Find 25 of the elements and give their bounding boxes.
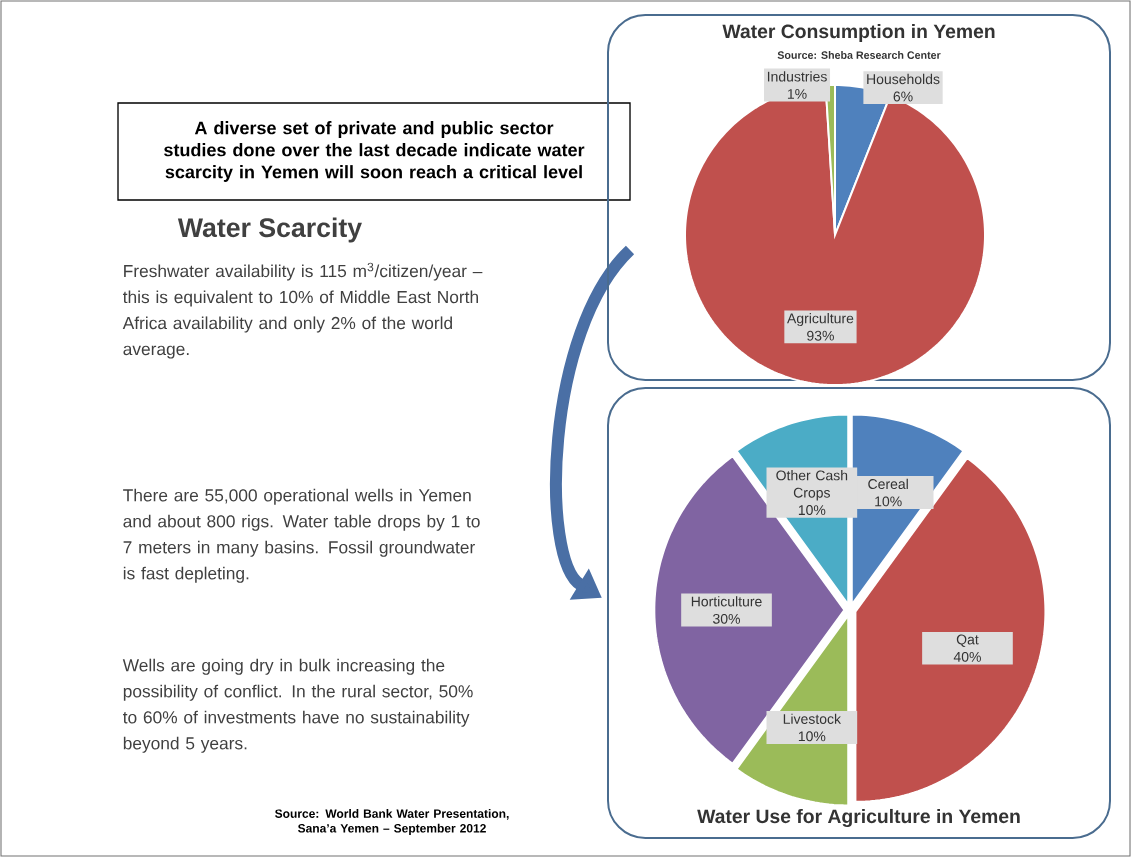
data-label: 10% <box>875 496 902 507</box>
slice-label: Households <box>867 73 940 85</box>
slice-label: Cereal <box>868 478 908 490</box>
data-label: 93% <box>807 330 834 341</box>
slice-label: Livestock <box>783 713 842 724</box>
text: Water Use for Agriculture in Yemen <box>697 808 1020 828</box>
text: Water Scarcity <box>177 217 362 243</box>
data-label: 10% <box>798 505 826 516</box>
source-note: Source: World Bank Water Presentation, Sana’a Yemen – September 2012 <box>275 809 509 835</box>
slice-label: Industries <box>767 71 827 82</box>
data-label: 30% <box>713 613 741 624</box>
data-label: 40% <box>953 651 981 662</box>
slice-label: Other Cash Crops <box>776 470 848 501</box>
data-label: 6% <box>893 91 913 102</box>
slice-label: Horticulture <box>691 596 762 607</box>
chart-title: Water Consumption in Yemen <box>722 23 995 42</box>
text: There are 55,000 operational wells in Yemen and about 800 rigs. Water table drops by 1 to 7 meters in many basins. Fossil groundwater is fast depleting. <box>123 488 480 583</box>
slice-label: Agriculture <box>787 313 854 327</box>
chart-subtitle: Source: Sheba Research Center <box>777 51 941 59</box>
text: Freshwater availability is 115 m$^{3}$/citizen/year – this is equivalent to 10% of Middle East North Africa availability and only 2% of the world average. <box>122 262 483 359</box>
slice-label: Qat <box>956 634 979 647</box>
text: Wells are going dry in bulk increasing the possibility of conflict. In the rural sector, 50% to 60% of investments have no sustainability beyond 5 years. <box>122 658 473 753</box>
data-label: 1% <box>787 89 807 99</box>
text: A diverse set of private and public sector studies done over the last decade indicate water scarcity in Yemen will soon reach a critical level <box>164 121 585 182</box>
data-label: 10% <box>798 731 826 742</box>
